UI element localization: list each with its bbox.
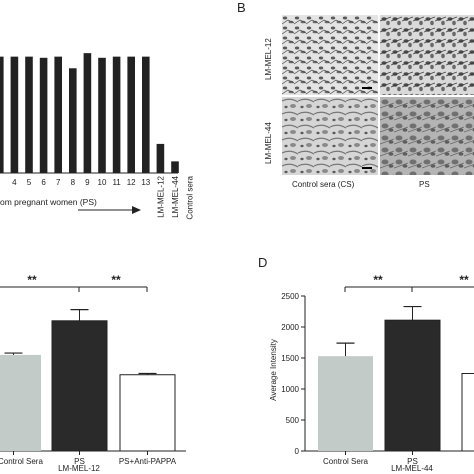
tick-label: LM-MEL-12 (156, 175, 165, 217)
bar (156, 143, 165, 173)
bar (39, 57, 48, 173)
tick-label: 8 (71, 178, 76, 187)
panel-letter-d: D (258, 255, 268, 270)
bar (142, 56, 150, 173)
tick-label: 500 (286, 416, 300, 425)
bar (461, 373, 474, 452)
micrograph-lm-mel-12-ps (380, 15, 474, 95)
group-label: LM-MEL-44 (391, 464, 433, 473)
tick-label: 5 (27, 178, 32, 187)
micrograph-lm-mel-12-control (282, 15, 378, 95)
tick-label: 7 (56, 178, 61, 187)
bar (54, 56, 62, 173)
group-label: LM-MEL-12 (58, 464, 100, 473)
row-label-lm-mel-44: LM-MEL-44 (264, 122, 273, 164)
tick-label: 10 (98, 178, 107, 187)
tick-label: 0 (295, 447, 300, 456)
tick-label: 2500 (281, 292, 299, 301)
bar (10, 56, 19, 173)
tick-label: PS (407, 457, 418, 466)
tick-label: 11 (112, 178, 121, 187)
bar (25, 56, 33, 173)
bar (83, 53, 92, 173)
scale-bar (362, 87, 372, 89)
bar (98, 57, 106, 173)
tick-label: Control Sera (323, 457, 368, 466)
arrow-head (132, 206, 141, 214)
x-axis-label: om pregnant women (PS) (0, 197, 97, 207)
bar (171, 161, 179, 173)
micrograph-lm-mel-44-ps (380, 97, 474, 175)
bar (112, 56, 121, 173)
significance-marker: ** (111, 273, 121, 287)
tick-label: PS+Anti-PAPPA (119, 457, 177, 466)
tick-label: 1500 (281, 354, 299, 363)
tick-label: PS (74, 457, 85, 466)
bar (51, 320, 108, 452)
bar (69, 68, 77, 173)
significance-marker: ** (459, 273, 469, 287)
column-label-control: Control sera (CS) (292, 180, 355, 189)
y-axis-label: Average Intensity (269, 339, 278, 401)
tick-label: 13 (141, 178, 150, 187)
micrograph-lm-mel-44-control (282, 97, 378, 175)
panel-letter-b: B (237, 0, 246, 15)
bar (0, 56, 4, 173)
bar (127, 56, 135, 173)
row-label-lm-mel-12: LM-MEL-12 (264, 38, 273, 80)
tick-label: 4 (12, 178, 17, 187)
bar (0, 354, 41, 451)
tick-label: Control sera (186, 175, 195, 219)
column-label-ps: PS (419, 180, 430, 189)
tick-label: 6 (41, 178, 46, 187)
tick-label: 9 (85, 178, 90, 187)
significance-marker: ** (373, 273, 383, 287)
tick-label: 1000 (281, 385, 299, 394)
tick-label: 2000 (281, 323, 299, 332)
bar (384, 319, 441, 452)
bar (318, 356, 373, 451)
tick-label: Control Sera (0, 457, 43, 466)
significance-marker: ** (27, 273, 37, 287)
tick-label: 12 (127, 178, 136, 187)
bar (119, 374, 176, 452)
scale-bar (362, 167, 372, 169)
tick-label: LM-MEL-44 (171, 175, 180, 217)
